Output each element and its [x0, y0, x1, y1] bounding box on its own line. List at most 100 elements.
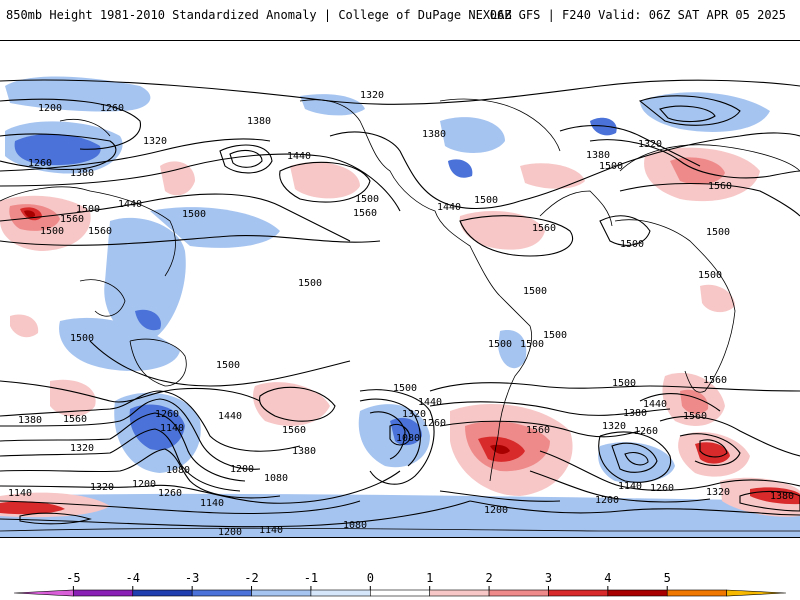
contour-line	[0, 133, 117, 170]
map-title: 850mb Height 1981-2010 Standardized Anom…	[6, 8, 512, 22]
contour-label: 1500	[76, 204, 100, 215]
contour-label: 1080	[166, 465, 190, 476]
contour-label: 1320	[143, 136, 167, 147]
contour-line	[229, 149, 263, 168]
contour-label: 1320	[70, 443, 94, 454]
positive-anomaly-shading	[0, 147, 800, 518]
contour-label: 1200	[595, 495, 619, 506]
contour-label: 1500	[216, 360, 240, 371]
anomaly-area	[104, 217, 186, 341]
coastline	[59, 119, 111, 137]
contour-line	[0, 235, 381, 246]
contour-line	[0, 193, 351, 242]
coastline	[619, 144, 800, 172]
anomaly-area	[598, 442, 675, 483]
contour-label: 1500	[70, 333, 94, 344]
contour-line	[329, 131, 521, 210]
contour-label: 1200	[38, 103, 62, 114]
anomaly-area	[520, 163, 585, 189]
contour-label: 1560	[708, 181, 732, 192]
contour-label: 1500	[40, 226, 64, 237]
contour-line	[589, 139, 800, 179]
colorbar-tick-label: -4	[126, 571, 140, 585]
contour-line	[429, 401, 671, 416]
contour-label: 1140	[259, 525, 283, 536]
contour-label: 1500	[543, 330, 567, 341]
anomaly-area	[695, 442, 730, 464]
colorbar-tick-label: -2	[244, 571, 258, 585]
contour-label: 1080	[343, 520, 367, 531]
anomaly-area	[448, 159, 473, 178]
contour-line	[559, 125, 701, 167]
contour-label: 1380	[422, 129, 446, 140]
contour-label: 1380	[247, 116, 271, 127]
colorbar-swatch	[13, 589, 74, 597]
colorbar-swatch	[251, 589, 312, 597]
contour-line	[529, 470, 711, 503]
anomaly-area	[14, 133, 101, 166]
colorbar-tick-label: -5	[66, 571, 80, 585]
anomaly-area	[135, 309, 161, 331]
contour-label: 1080	[396, 433, 420, 444]
contour-line	[89, 340, 351, 387]
colorbar-tick-label: 1	[426, 571, 433, 585]
anomaly-area	[290, 162, 360, 199]
contour-label: 1140	[8, 488, 32, 499]
contour-label: 1440	[643, 399, 667, 410]
contour-label: 1080	[264, 473, 288, 484]
contour-label: 1140	[200, 498, 224, 509]
colorbar-tick-label: 3	[545, 571, 552, 585]
contour-line	[469, 500, 800, 516]
contour-label: 1440	[437, 202, 461, 213]
contour-label: 1260	[100, 103, 124, 114]
colorbar-tick-label: 0	[367, 571, 374, 585]
contour-label: 1560	[683, 411, 707, 422]
contour-label: 1500	[355, 194, 379, 205]
contour-label: 1320	[360, 90, 384, 101]
contour-line	[0, 428, 241, 492]
colorbar-swatch	[370, 589, 430, 597]
colorbar-tick-label: -3	[185, 571, 199, 585]
contour-label: 1500	[620, 239, 644, 250]
contour-label: 1500	[182, 209, 206, 220]
colorbar-tick-label: 5	[664, 571, 671, 585]
coastline	[439, 98, 561, 152]
contour-line	[369, 411, 406, 460]
contour-label: 1500	[393, 383, 417, 394]
colorbar-swatch	[726, 589, 787, 597]
contour-line	[439, 490, 561, 502]
contour-label: 1500	[474, 195, 498, 206]
contour-label-group: 1200 1260 1320 1380 1440 1500 1560 1500 …	[8, 90, 794, 537]
anomaly-area	[498, 330, 527, 369]
colorbar-swatch	[132, 589, 193, 597]
contour-label: 1500	[599, 161, 623, 172]
contour-label: 1380	[18, 415, 42, 426]
contour-line	[0, 138, 271, 172]
contour-line	[624, 452, 649, 466]
contour-line	[611, 442, 658, 473]
contour-label: 1440	[218, 411, 242, 422]
contour-label: 1140	[160, 423, 184, 434]
contour-label: 1320	[90, 482, 114, 493]
height-contours	[0, 79, 800, 528]
contour-label: 1320	[706, 487, 730, 498]
contour-label: 1440	[118, 199, 142, 210]
anomaly-area	[459, 211, 545, 250]
contour-label: 1500	[612, 378, 636, 389]
contour-label: 1260	[155, 409, 179, 420]
contour-label: 1260	[634, 426, 658, 437]
contour-line	[0, 412, 246, 482]
coastline	[0, 186, 176, 277]
contour-label: 1320	[638, 139, 662, 150]
contour-line	[429, 382, 800, 392]
contour-label: 1560	[353, 208, 377, 219]
colorbar-swatches	[13, 589, 787, 597]
anomaly-area	[24, 210, 36, 218]
contour-label: 1380	[586, 150, 610, 161]
contour-label: 1200	[230, 464, 254, 475]
contour-label: 1560	[703, 375, 727, 386]
contour-label: 1560	[532, 223, 556, 234]
contour-line	[19, 512, 92, 525]
contour-label: 1380	[70, 168, 94, 179]
coastline	[299, 99, 501, 297]
